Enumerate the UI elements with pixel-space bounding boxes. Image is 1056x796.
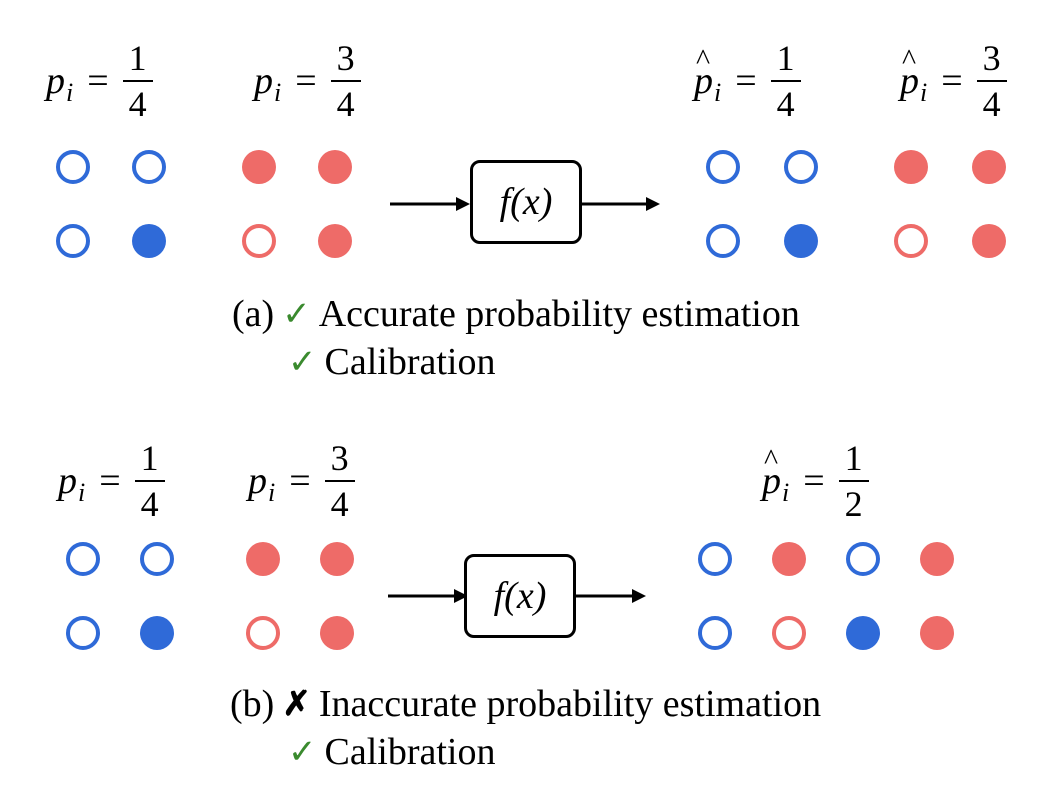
dot-a3-open: [706, 224, 740, 258]
caption-b-line2: ✓ Calibration: [288, 731, 496, 773]
caption-a-line2: ✓ Calibration: [288, 341, 496, 383]
dot-a4-filled: [972, 150, 1006, 184]
dot-a4-open: [894, 224, 928, 258]
dot-a1-open: [56, 150, 90, 184]
arrow-out-a: [582, 197, 660, 211]
dot-b2-filled: [320, 542, 354, 576]
dot-b3-open: [772, 616, 806, 650]
dot-a3-filled: [784, 224, 818, 258]
dot-b1-open: [66, 616, 100, 650]
dot-b3-filled: [920, 542, 954, 576]
dot-b3-open: [698, 616, 732, 650]
dot-b3-filled: [920, 616, 954, 650]
arrow-in-b: [388, 589, 468, 603]
dot-b1-open: [140, 542, 174, 576]
dot-b2-open: [246, 616, 280, 650]
caption-b-line1: (b) ✗ Inaccurate probability estimation: [230, 683, 822, 725]
dot-b2-filled: [320, 616, 354, 650]
check-icon: ✓: [288, 344, 317, 381]
arrow-in-a: [390, 197, 470, 211]
dot-a1-open: [132, 150, 166, 184]
caption-a-line1: (a) ✓ Accurate probability estimation: [232, 293, 800, 335]
dot-a1-open: [56, 224, 90, 258]
dot-a4-filled: [894, 150, 928, 184]
function-box-b: f(x): [464, 554, 576, 638]
dot-b3-filled: [772, 542, 806, 576]
dot-a2-filled: [242, 150, 276, 184]
dot-b3-open: [698, 542, 732, 576]
dot-b1-open: [66, 542, 100, 576]
check-icon: ✓: [288, 734, 317, 771]
arrow-out-b: [576, 589, 646, 603]
dot-a4-filled: [972, 224, 1006, 258]
dot-a3-open: [706, 150, 740, 184]
dot-a1-filled: [132, 224, 166, 258]
function-box-a: f(x): [470, 160, 582, 244]
dot-b3-filled: [846, 616, 880, 650]
dot-a2-open: [242, 224, 276, 258]
dot-b1-filled: [140, 616, 174, 650]
cross-icon: ✗: [282, 686, 311, 723]
dot-a3-open: [784, 150, 818, 184]
dot-a2-filled: [318, 150, 352, 184]
dot-b2-filled: [246, 542, 280, 576]
dot-a2-filled: [318, 224, 352, 258]
dot-b3-open: [846, 542, 880, 576]
check-icon: ✓: [282, 296, 311, 333]
